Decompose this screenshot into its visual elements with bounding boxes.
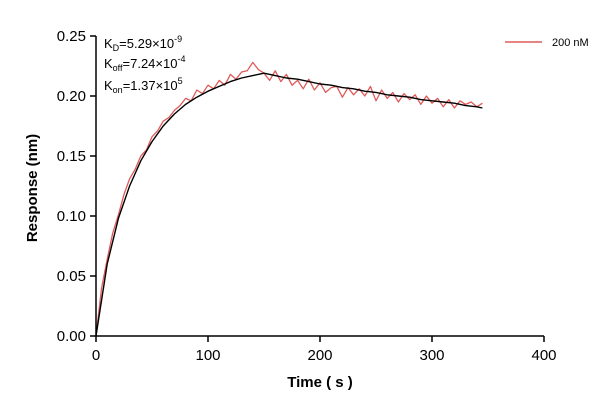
series-line-200nM: [95, 61, 483, 337]
x-tick-label: 200: [307, 347, 332, 364]
y-tick-label: 0.05: [57, 268, 86, 285]
plot-area: [95, 61, 483, 337]
y-tick-label: 0.15: [57, 148, 86, 165]
fit-curve: [95, 72, 483, 337]
y-ticks: 0.00 0.05 0.10 0.15 0.20 0.25: [57, 28, 96, 345]
kon-label: Kon=1.37×105: [104, 76, 183, 95]
x-tick-label: 100: [195, 347, 220, 364]
y-axis-title: Response (nm): [24, 134, 41, 242]
koff-label: Koff=7.24×10-4: [104, 54, 185, 73]
kinetic-constants: KD=5.29×10-9 Koff=7.24×10-4 Kon=1.37×105: [104, 34, 185, 95]
x-tick-label: 400: [531, 347, 556, 364]
x-tick-label: 0: [92, 347, 100, 364]
legend: 200 nM: [505, 37, 589, 49]
x-ticks: 0 100 200 300 400: [92, 336, 557, 364]
legend-label-200nM: 200 nM: [552, 37, 589, 49]
x-axis-title: Time ( s ): [287, 374, 353, 391]
y-tick-label: 0.10: [57, 208, 86, 225]
y-tick-label: 0.20: [57, 88, 86, 105]
kd-label: KD=5.29×10-9: [104, 34, 182, 53]
y-tick-label: 0.00: [57, 328, 86, 345]
x-tick-label: 300: [419, 347, 444, 364]
y-tick-label: 0.25: [57, 28, 86, 45]
